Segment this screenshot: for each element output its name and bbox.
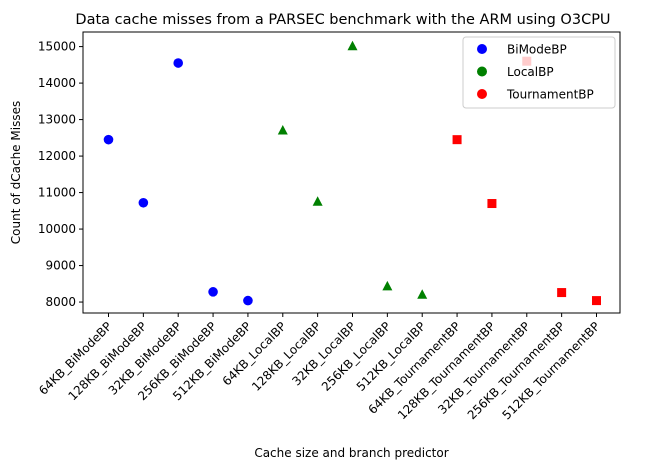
- y-tick-label: 11000: [38, 186, 76, 200]
- y-tick-label: 14000: [38, 76, 76, 90]
- legend-label-tournamentbp: TournamentBP: [506, 88, 594, 102]
- data-point-bimodebp: [103, 134, 114, 145]
- y-axis-label: Count of dCache Misses: [9, 101, 23, 244]
- data-point-bimodebp: [243, 295, 253, 306]
- data-point-localbp: [382, 280, 393, 291]
- y-tick-label: 8000: [45, 295, 76, 309]
- legend-marker-bimodebp: [477, 44, 487, 54]
- legend-marker-localbp: [477, 66, 487, 77]
- data-point-tournamentbp: [557, 288, 567, 298]
- data-point-localbp: [277, 125, 288, 135]
- data-point-tournamentbp: [487, 199, 497, 209]
- data-point-bimodebp: [138, 197, 149, 208]
- data-point-tournamentbp: [452, 135, 462, 145]
- legend: BiModeBP LocalBP TournamentBP: [462, 36, 616, 109]
- legend-label-bimodebp: BiModeBP: [507, 43, 567, 57]
- legend-label-localbp: LocalBP: [507, 65, 554, 79]
- x-axis-label: Cache size and branch predictor: [254, 446, 448, 460]
- legend-frame: [462, 36, 616, 109]
- data-point-bimodebp: [173, 58, 184, 68]
- chart-title: Data cache misses from a PARSEC benchmar…: [75, 12, 610, 28]
- y-tick-label: 9000: [45, 259, 76, 273]
- y-tick-label: 15000: [38, 40, 76, 54]
- y-tick-label: 13000: [38, 113, 76, 127]
- y-tick-label: 10000: [38, 222, 76, 236]
- axes-frame: [82, 31, 621, 314]
- y-tick-label: 12000: [38, 149, 76, 163]
- data-point-bimodebp: [208, 287, 218, 297]
- data-point-localbp: [417, 289, 428, 299]
- legend-marker-tournamentbp: [477, 89, 487, 99]
- data-point-localbp: [347, 40, 358, 51]
- data-point-tournamentbp: [591, 296, 601, 306]
- data-point-localbp: [312, 196, 323, 206]
